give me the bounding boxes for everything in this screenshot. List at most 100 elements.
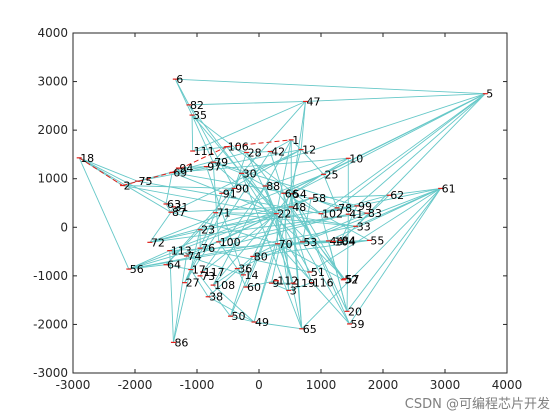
- edge-line: [290, 206, 303, 329]
- node-label: 60: [247, 281, 261, 294]
- edge-layer: [78, 78, 486, 343]
- node-label: 63: [167, 198, 181, 211]
- edge-line: [172, 157, 349, 173]
- node-label: 111: [194, 145, 215, 158]
- node-label: 48: [292, 201, 306, 214]
- node-label: 55: [370, 234, 384, 247]
- edge-line: [236, 268, 244, 276]
- node-label: 90: [235, 182, 249, 195]
- node-label: 66: [285, 187, 299, 200]
- edge-line: [328, 188, 441, 242]
- edge-line: [302, 188, 441, 243]
- edge-line: [192, 101, 306, 152]
- edge-line: [275, 213, 290, 291]
- node-label: 71: [217, 207, 231, 220]
- node-label: 6: [176, 73, 183, 86]
- node-label: 20: [348, 305, 362, 318]
- edge-line: [269, 151, 313, 283]
- edge-line: [165, 203, 172, 213]
- edge-line: [389, 187, 441, 196]
- edge-line: [128, 247, 201, 270]
- edge-line: [207, 256, 254, 298]
- highlight-path-segment: [78, 157, 123, 186]
- edge-line: [340, 205, 358, 241]
- node-label: 99: [358, 200, 372, 213]
- edge-line: [215, 193, 223, 213]
- highlight-path-segment: [122, 171, 173, 186]
- edge-line: [79, 157, 138, 182]
- node-label: 27: [186, 277, 200, 290]
- edge-line: [237, 212, 368, 269]
- node-label: 116: [313, 277, 334, 290]
- edge-line: [283, 173, 324, 194]
- edge-line: [186, 255, 244, 276]
- edge-line: [276, 206, 292, 215]
- y-tick-label: 0: [60, 220, 68, 234]
- node-label: 59: [351, 318, 365, 331]
- edge-line: [277, 243, 350, 325]
- edge-line: [346, 214, 349, 312]
- x-tick-label: 3000: [430, 378, 461, 392]
- edge-line: [149, 211, 172, 243]
- edge-line: [310, 197, 338, 209]
- node-label: 23: [201, 224, 215, 237]
- node-label: 75: [138, 175, 152, 188]
- node-label: 44: [329, 235, 343, 248]
- node-label: 22: [277, 208, 291, 221]
- y-tick-label: -1000: [33, 269, 68, 283]
- node-label: 64: [167, 259, 181, 272]
- node-label: 87: [172, 206, 186, 219]
- edge-line: [305, 93, 486, 102]
- node-label: 12: [302, 144, 316, 157]
- edge-line: [172, 166, 207, 173]
- edge-line: [311, 194, 390, 199]
- node-label: 3: [290, 284, 297, 297]
- node-label: 100: [220, 236, 241, 249]
- node-label: 58: [312, 192, 326, 205]
- edge-line: [184, 151, 271, 283]
- edge-line: [264, 139, 292, 187]
- node-label: 5: [486, 88, 493, 101]
- edge-line: [174, 78, 193, 116]
- node-label: 1: [292, 134, 299, 147]
- edge-line: [165, 264, 191, 270]
- node-label: 30: [243, 167, 257, 180]
- y-tick-label: 2000: [37, 123, 68, 137]
- edge-line: [218, 213, 349, 243]
- edge-line: [191, 115, 194, 152]
- node-label: 25: [324, 168, 338, 181]
- edge-line: [230, 315, 255, 323]
- edge-line: [78, 157, 174, 208]
- node-label: 84: [342, 234, 356, 247]
- edge-line: [336, 93, 486, 209]
- node-label: 97: [207, 161, 221, 174]
- node-label: 112: [277, 275, 298, 288]
- x-tick-label: 4000: [492, 378, 523, 392]
- node-label: 70: [279, 238, 293, 251]
- edge-line: [202, 185, 266, 273]
- node-label: 80: [254, 250, 268, 263]
- edge-line: [212, 161, 358, 207]
- edge-line: [233, 152, 248, 189]
- watermark-text: CSDN @可编程芯片开发: [404, 397, 550, 412]
- node-label: 76: [201, 242, 215, 255]
- y-tick-label: 4000: [37, 26, 68, 40]
- edge-line: [271, 282, 289, 291]
- edge-line: [302, 240, 329, 243]
- node-label: 54: [293, 188, 307, 201]
- edge-line: [302, 241, 350, 325]
- node-label: 82: [190, 99, 204, 112]
- highlight-path-segment: [226, 139, 292, 148]
- edge-line: [226, 146, 277, 214]
- x-tick-label: -2000: [118, 378, 153, 392]
- edge-line: [202, 213, 277, 273]
- edge-line: [276, 213, 356, 227]
- edge-line: [246, 152, 345, 280]
- edge-line: [199, 241, 219, 249]
- node-label: 51: [311, 266, 325, 279]
- node-label: 74: [187, 250, 201, 263]
- node-label: 50: [231, 310, 245, 323]
- edge-line: [188, 104, 235, 189]
- edge-line: [212, 161, 242, 174]
